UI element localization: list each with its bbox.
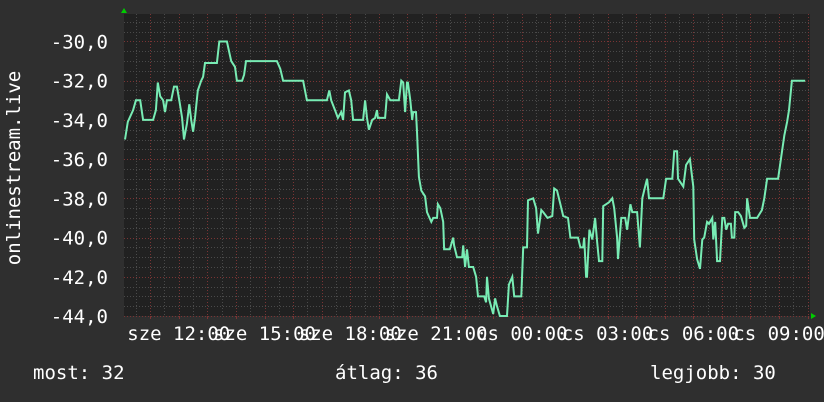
y-tick-label: -44,0	[51, 306, 108, 328]
y-tick-label: -32,0	[51, 71, 108, 93]
best-value: legjobb: 30	[650, 362, 776, 384]
x-tick-label: sze 21:00	[385, 323, 488, 345]
x-tick-label: cs 00:00	[476, 323, 568, 345]
y-axis: -30,0 -32,0 -34,0 -36,0 -38,0 -40,0 -42,0 -44,0	[51, 31, 108, 328]
y-tick-label: -36,0	[51, 149, 108, 171]
x-tick-label: cs 09:00	[733, 323, 824, 345]
x-tick-label: cs 03:00	[562, 323, 654, 345]
x-tick-label: sze 12:00	[127, 323, 230, 345]
series-line	[124, 40, 806, 317]
current-value: most: 32	[33, 362, 125, 384]
x-tick-label: cs 06:00	[648, 323, 740, 345]
x-tick-label: sze 18:00	[299, 323, 402, 345]
y-tick-label: -38,0	[51, 188, 108, 210]
y-axis-arrow-icon	[121, 8, 127, 13]
y-tick-label: -34,0	[51, 110, 108, 132]
x-axis-arrow-icon	[811, 313, 816, 319]
y-axis-label: onlinestream.live	[3, 71, 25, 265]
y-tick-label: -42,0	[51, 267, 108, 289]
x-tick-label: sze 15:00	[213, 323, 316, 345]
average-value: átlag: 36	[335, 362, 438, 384]
grid	[124, 14, 810, 319]
y-tick-label: -30,0	[51, 31, 108, 53]
plot-area	[124, 14, 810, 316]
y-tick-label: -40,0	[51, 228, 108, 250]
